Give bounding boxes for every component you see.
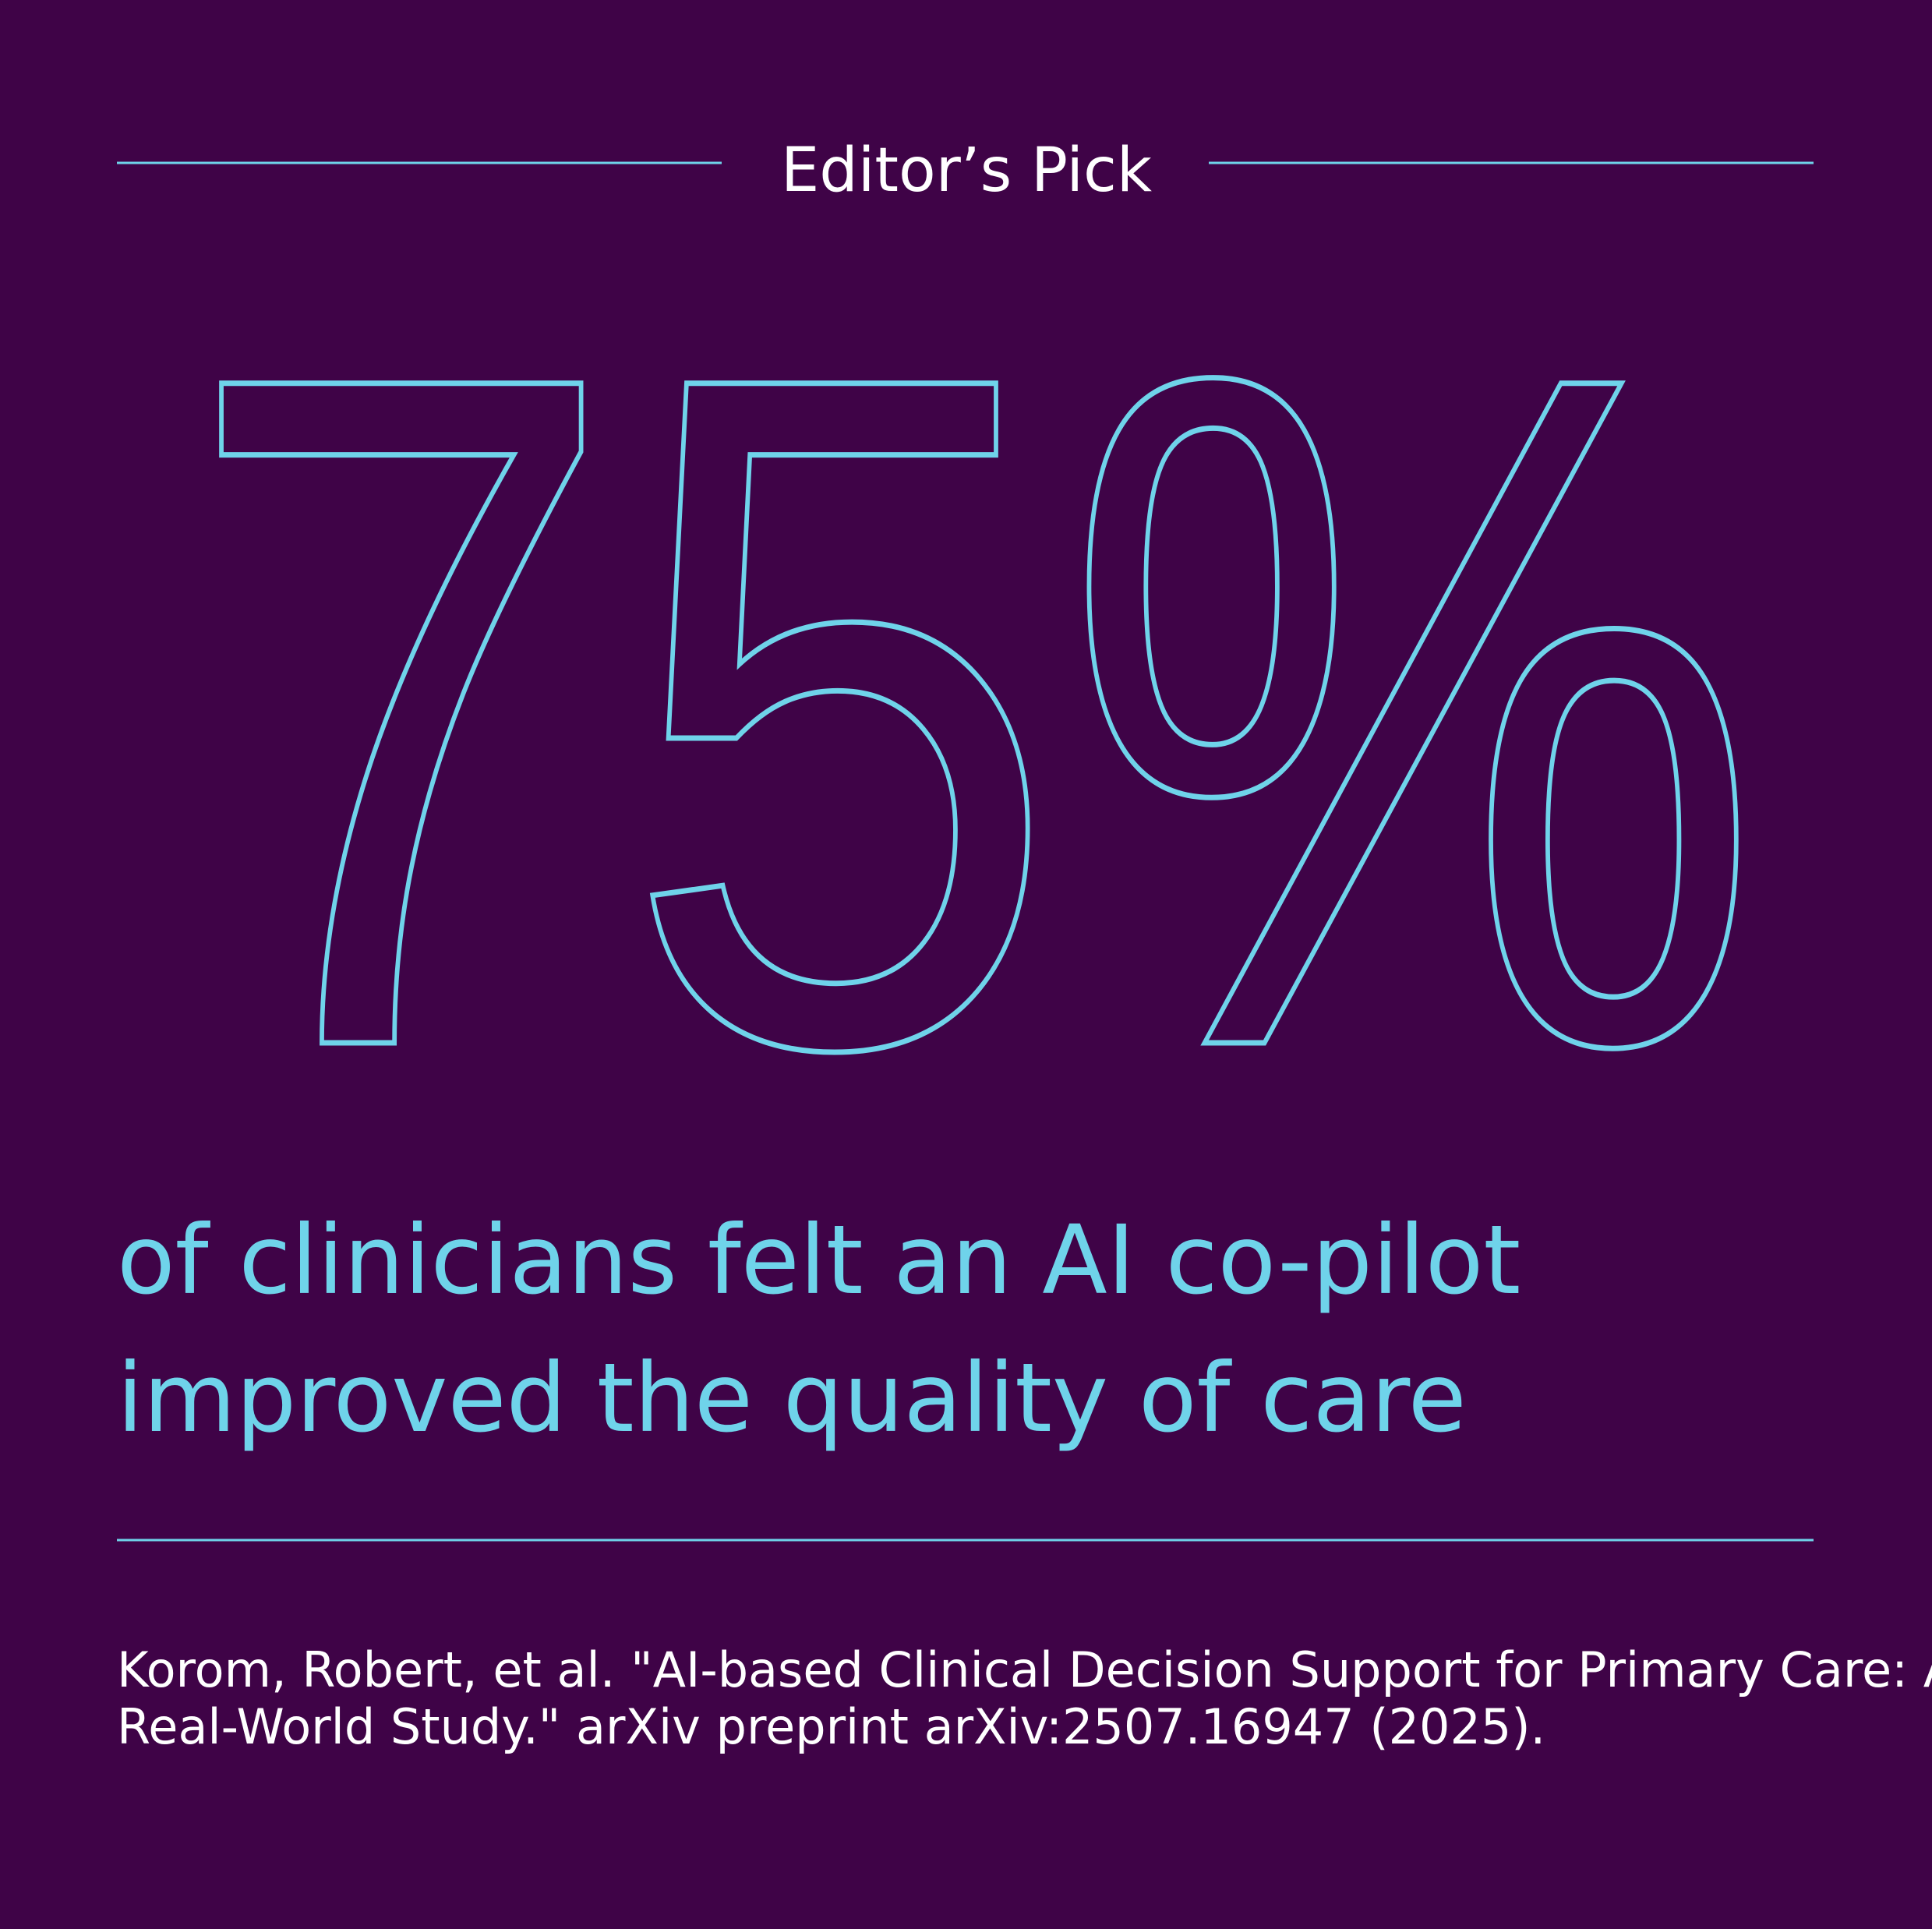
stat-value: 75% (181, 175, 1764, 1246)
citation: Real-World Study." arXiv preprint arXiv:… (117, 1698, 1545, 1755)
stat-description: of clinicians felt an AI co-pilot (117, 1205, 1521, 1316)
header-title: Editor’s Pick (781, 136, 1152, 206)
stat-description: improved the quality of care (117, 1343, 1467, 1454)
citation: Korom, Robert, et al. "AI-based Clinical… (117, 1641, 1932, 1698)
